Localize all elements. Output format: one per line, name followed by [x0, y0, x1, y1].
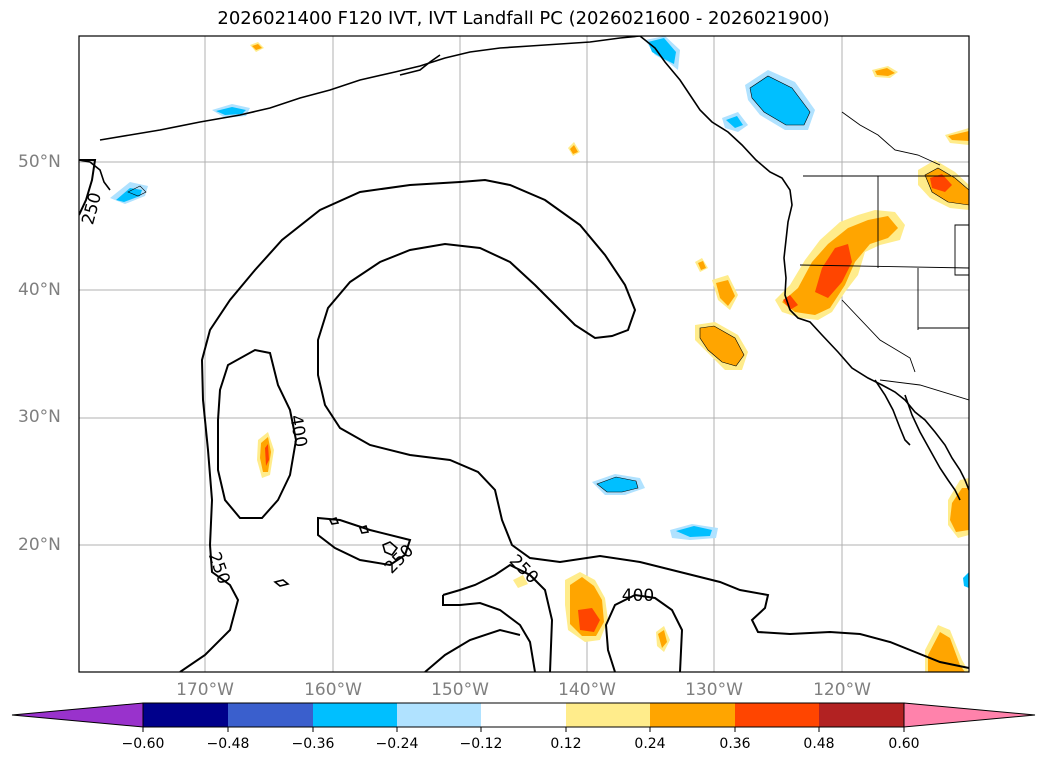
colorbar-bin [313, 703, 397, 727]
colorbar-tick-label: 0.24 [634, 736, 666, 752]
lat-label: 20°N [18, 535, 61, 555]
colorbar-bin [481, 703, 566, 727]
colorbar-tick-label: −0.60 [121, 736, 165, 752]
contour-400-right [604, 593, 684, 672]
colorbar-tick-label: 0.48 [803, 736, 835, 752]
contour-250-outer [179, 178, 969, 672]
map-area [79, 36, 969, 672]
contour-label: 400 [622, 586, 654, 606]
colorbar-bin [819, 703, 904, 727]
colorbar-tick-label: −0.48 [206, 736, 250, 752]
colorbar-bin [566, 703, 650, 727]
colorbar-tick-label: −0.12 [459, 736, 503, 752]
ivt-contours [79, 159, 969, 672]
colorbar-extend-left [11, 702, 144, 728]
colorbar-tick-label: −0.36 [291, 736, 335, 752]
lon-label: 140°W [558, 680, 616, 700]
colorbar-bin [650, 703, 735, 727]
colorbar-bin [228, 703, 313, 727]
contour-250-middle [442, 563, 554, 672]
negative-shading [110, 36, 969, 588]
contour-250-hawaii [317, 516, 412, 567]
colorbar-bin [735, 703, 819, 727]
colorbar-tick-label: −0.24 [375, 736, 419, 752]
lat-label: 30°N [18, 407, 61, 427]
colorbar-tick-label: 0.60 [888, 736, 920, 752]
colorbar-extend-right [903, 702, 1036, 728]
lon-label: 120°W [813, 680, 871, 700]
contour-400-left [217, 348, 298, 519]
colorbar [11, 702, 1036, 732]
colorbar-tick-label: 0.36 [719, 736, 751, 752]
lat-label: 40°N [18, 280, 61, 300]
coastlines [79, 36, 969, 587]
lon-label: 160°W [304, 680, 362, 700]
colorbar-bin [143, 703, 228, 727]
borders [799, 111, 969, 401]
lon-label: 130°W [685, 680, 743, 700]
map-title: 2026021400 F120 IVT, IVT Landfall PC (20… [217, 8, 830, 29]
colorbar-bin [397, 703, 481, 727]
map-frame [78, 35, 970, 673]
gridlines [79, 36, 969, 672]
lat-label: 50°N [18, 152, 61, 172]
positive-shading [250, 42, 969, 672]
lon-label: 150°W [431, 680, 489, 700]
lon-label: 170°W [176, 680, 234, 700]
colorbar-tick-label: 0.12 [550, 736, 582, 752]
